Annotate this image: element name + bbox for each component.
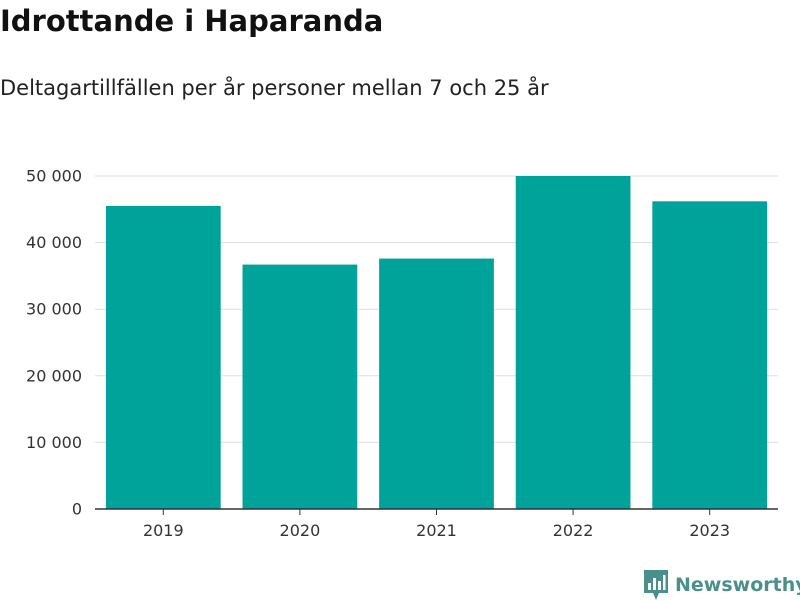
bar-2022 xyxy=(515,176,631,509)
y-tick-label: 40 000 xyxy=(26,233,82,252)
y-tick-labels: 0 10 000 20 000 30 000 40 000 50 000 xyxy=(26,167,82,519)
x-tick-label: 2020 xyxy=(280,521,321,540)
brand-name: Newsworthy xyxy=(675,574,800,596)
x-tick-label: 2021 xyxy=(416,521,457,540)
y-tick-label: 10 000 xyxy=(26,433,82,452)
x-tick-label: 2023 xyxy=(689,521,730,540)
bar-2023 xyxy=(652,201,768,510)
bar-2020 xyxy=(242,264,358,509)
y-tick-label: 0 xyxy=(72,500,82,519)
chart-title: Idrottande i Haparanda xyxy=(0,4,384,38)
x-tick-label: 2022 xyxy=(553,521,594,540)
x-tick-labels: 2019 2020 2021 2022 2023 xyxy=(143,509,730,540)
y-tick-label: 50 000 xyxy=(26,167,82,186)
y-tick-label: 30 000 xyxy=(26,300,82,319)
newsworthy-logo: Newsworthy xyxy=(643,569,800,601)
chart-subtitle: Deltagartillfällen per år personer mella… xyxy=(0,76,549,100)
y-tick-label: 20 000 xyxy=(26,366,82,385)
x-tick-label: 2019 xyxy=(143,521,184,540)
newsworthy-logo-icon xyxy=(644,570,668,600)
bars xyxy=(105,176,768,510)
bar-2021 xyxy=(379,258,494,509)
bar-2019 xyxy=(105,205,221,509)
